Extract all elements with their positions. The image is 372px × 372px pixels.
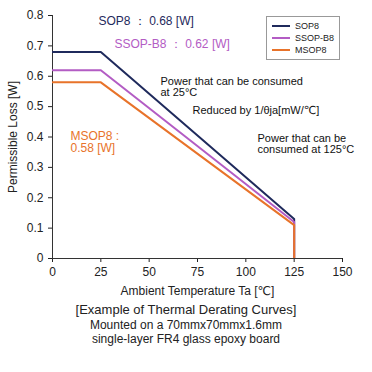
html-text:SSOP-B8: SSOP-B8 [295, 33, 334, 43]
svg-text:0.4: 0.4 [27, 130, 44, 144]
svg-text:0.6: 0.6 [27, 69, 44, 83]
svg-text:125: 125 [284, 265, 304, 279]
svg-text:0.3: 0.3 [27, 160, 44, 174]
html-text:Mounted on a 70mmx70mmx1.6mm s: Mounted on a 70mmx70mmx1.6mm single-laye… [90, 318, 282, 346]
svg-text:0.2: 0.2 [27, 191, 44, 205]
svg-text:50: 50 [142, 265, 156, 279]
svg-text:MSOP8 :0.58 [W]: MSOP8 :0.58 [W] [71, 129, 120, 155]
html-text:[Example of Thermal Derating C: [Example of Thermal Derating Curves] [75, 302, 297, 317]
svg-text:Ambient Temperature Ta [℃]: Ambient Temperature Ta [℃] [121, 284, 275, 298]
svg-text:Permissible Loss [W]: Permissible Loss [W] [6, 81, 20, 193]
html-text:SOP8: SOP8 [295, 21, 319, 31]
svg-text:SOP8 ： 0.68 [W]: SOP8 ： 0.68 [W] [99, 14, 194, 28]
html-text:MSOP8: MSOP8 [295, 45, 327, 55]
svg-text:25: 25 [94, 265, 108, 279]
svg-text:Reduced by 1/θja[mW/℃]: Reduced by 1/θja[mW/℃] [193, 104, 320, 116]
svg-text:0: 0 [49, 265, 56, 279]
svg-text:100: 100 [236, 265, 256, 279]
svg-text:0.8: 0.8 [27, 8, 44, 22]
svg-text:150: 150 [332, 265, 352, 279]
svg-text:Power that can be consumedat 2: Power that can be consumedat 25°C [161, 75, 303, 98]
svg-text:SSOP-B8 ： 0.62 [W]: SSOP-B8 ： 0.62 [W] [115, 37, 230, 51]
svg-text:Power that can beconsumed at 1: Power that can beconsumed at 125°C [258, 132, 355, 155]
svg-text:0.1: 0.1 [27, 221, 44, 235]
svg-text:75: 75 [191, 265, 205, 279]
svg-text:0: 0 [37, 251, 44, 265]
svg-text:0.7: 0.7 [27, 39, 44, 53]
svg-text:0.5: 0.5 [27, 99, 44, 113]
